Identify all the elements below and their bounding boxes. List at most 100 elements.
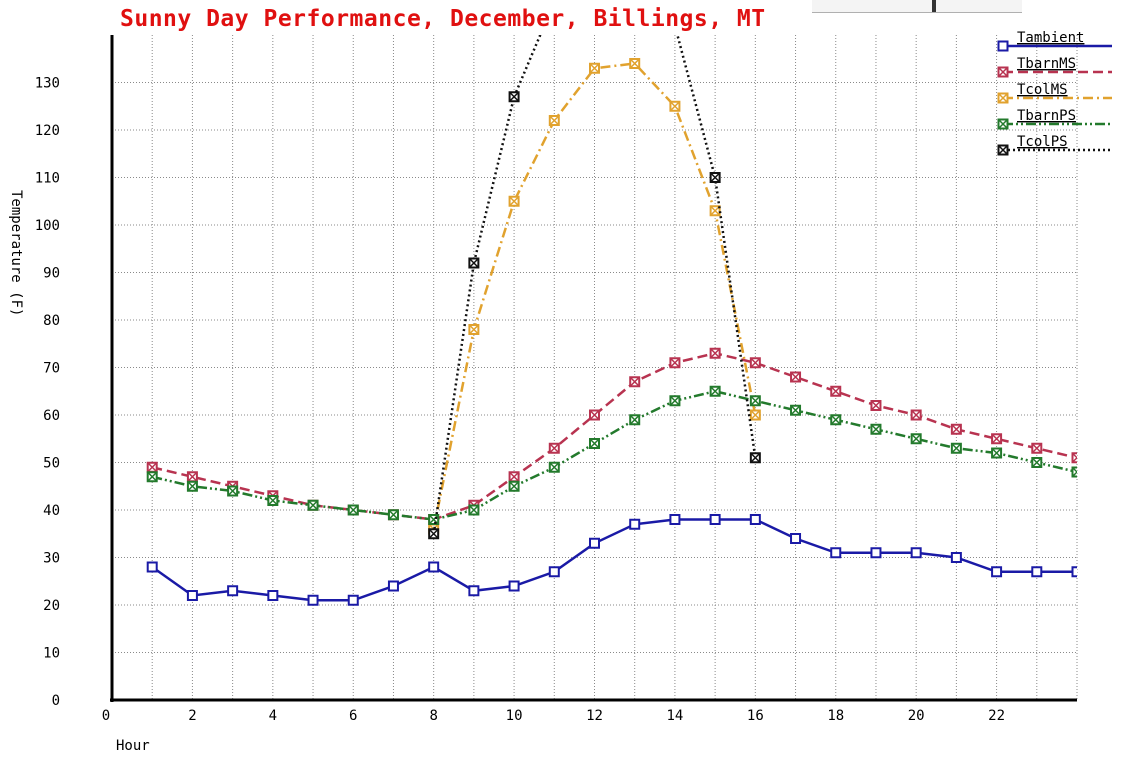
series-tbarnms — [146, 347, 1077, 525]
data-point-tbarnps — [267, 495, 279, 506]
x-tick-label: 6 — [349, 708, 357, 724]
data-point-tbarnps — [227, 485, 239, 497]
legend-label: TbarnMS — [1017, 56, 1076, 72]
data-point-tambient — [146, 561, 158, 573]
data-point-tambient — [387, 580, 399, 592]
y-tick-label: 50 — [43, 456, 60, 472]
data-point-tambient — [468, 585, 480, 597]
data-point-tbarnps — [991, 447, 1003, 459]
x-tick-label: 18 — [827, 708, 844, 724]
legend-entry-tbarnps: TbarnPS — [997, 108, 1112, 130]
y-tick-label: 40 — [43, 503, 60, 519]
data-point-tambient — [830, 547, 842, 559]
data-point-tcolms — [749, 409, 761, 421]
x-tick-label: 20 — [908, 708, 925, 724]
data-point-tbarnms — [629, 376, 641, 388]
data-point-tambient — [548, 566, 560, 578]
data-point-tbarnms — [790, 371, 802, 383]
chart-title: Sunny Day Performance, December, Billing… — [120, 6, 766, 32]
data-point-tambient — [267, 590, 279, 601]
data-point-tcolps — [749, 452, 761, 464]
legend-marker — [997, 92, 1009, 104]
data-point-tambient — [589, 537, 600, 549]
data-point-tcolms — [508, 195, 520, 207]
data-point-tambient — [749, 514, 761, 525]
data-point-tbarnms — [186, 471, 198, 483]
legend-label: TbarnPS — [1017, 108, 1076, 124]
data-point-tbarnps — [950, 442, 962, 454]
data-point-tbarnms — [589, 409, 600, 421]
data-point-tbarnps — [589, 438, 600, 449]
data-point-tcolms — [709, 205, 721, 217]
y-tick-label: 30 — [43, 551, 60, 567]
data-point-tbarnps — [669, 395, 681, 407]
data-point-tbarnps — [1031, 457, 1043, 468]
data-point-tbarnps — [347, 504, 359, 516]
y-tick-label: 10 — [43, 646, 60, 662]
y-tick-label: 100 — [35, 218, 60, 234]
title-bar-fragment — [812, 0, 1022, 13]
data-point-tcolms — [629, 58, 641, 69]
data-point-tbarnps — [709, 385, 721, 397]
data-point-tambient — [991, 566, 1003, 578]
data-point-tbarnms — [830, 385, 842, 397]
data-point-tbarnps — [870, 423, 882, 435]
data-point-tbarnms — [950, 423, 962, 435]
grid — [112, 35, 1078, 700]
data-point-tbarnps — [307, 499, 319, 511]
series-tcolms — [428, 58, 761, 535]
y-tick-label: 20 — [43, 598, 60, 614]
data-point-tbarnms — [548, 442, 560, 454]
data-point-tambient — [307, 594, 319, 606]
series-tambient — [146, 514, 1077, 606]
data-point-tbarnms — [870, 400, 882, 411]
data-point-tcolps — [428, 528, 440, 540]
data-point-tambient — [709, 514, 721, 525]
series-group — [146, 21, 1077, 606]
data-point-tbarnms — [749, 357, 761, 369]
x-tick-label: 12 — [586, 708, 603, 724]
data-point-tbarnms — [991, 433, 1003, 445]
data-point-tbarnps — [468, 504, 480, 516]
tick-labels: 0 10 20 30 40 50 60 70 80 90 100 110 120 130 0 2 4 6 8 10 12… — [35, 76, 1005, 725]
x-tick-label: 14 — [666, 708, 683, 724]
legend-entry-tcolps: TcolPS — [997, 134, 1112, 156]
series-tbarnps — [146, 385, 1077, 525]
x-tick-label: 2 — [188, 708, 196, 724]
legend-marker — [997, 118, 1009, 130]
x-tick-label: 0 — [102, 708, 110, 724]
data-point-tcolps — [709, 172, 721, 183]
data-point-tambient — [910, 547, 922, 559]
y-tick-label: 110 — [35, 171, 60, 187]
data-point-tambient — [950, 552, 962, 563]
data-point-tbarnms — [1071, 452, 1077, 464]
data-point-tbarnms — [910, 409, 922, 421]
legend-label: TcolMS — [1017, 82, 1068, 98]
axes — [110, 35, 1077, 702]
data-point-tbarnms — [709, 347, 721, 359]
x-axis-label: Hour — [116, 738, 150, 754]
data-point-tambient — [508, 580, 520, 592]
y-axis-label: Temperature (F) — [8, 190, 24, 316]
data-point-tbarnms — [146, 461, 158, 473]
x-tick-label: 22 — [988, 708, 1005, 724]
data-point-tbarnps — [790, 404, 802, 416]
data-point-tbarnps — [548, 461, 560, 473]
x-tick-label: 8 — [429, 708, 437, 724]
data-point-tbarnms — [1031, 442, 1043, 454]
x-tick-label: 4 — [269, 708, 277, 724]
data-point-tcolms — [589, 62, 600, 74]
legend-marker — [997, 66, 1009, 78]
data-point-tbarnps — [629, 414, 641, 426]
data-point-tambient — [186, 590, 198, 601]
series-line-tambient — [151, 518, 1077, 602]
data-point-tcolps — [670, 21, 679, 30]
legend-entry-tbarnms: TbarnMS — [997, 56, 1112, 78]
data-point-tambient — [870, 547, 882, 559]
y-tick-label: 0 — [52, 693, 60, 709]
data-point-tcolps — [508, 91, 520, 103]
series-line-tbarnms — [151, 352, 1077, 521]
data-point-tbarnps — [387, 509, 399, 521]
data-point-tcolms — [669, 100, 681, 112]
